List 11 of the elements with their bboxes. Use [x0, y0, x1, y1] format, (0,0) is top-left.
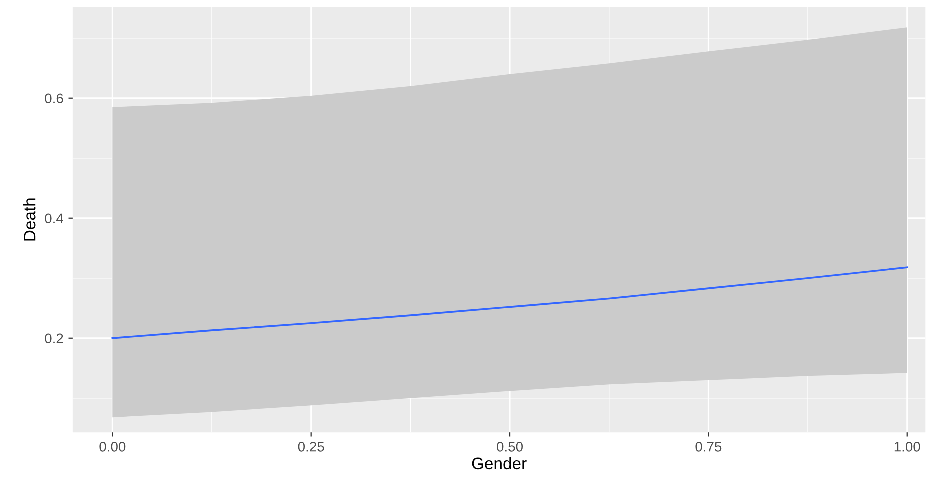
y-tick-label: 0.4 [45, 214, 64, 224]
x-tick-label: 0.25 [298, 442, 324, 452]
x-tick-label: 0.00 [100, 442, 126, 452]
x-tick-label: 1.00 [894, 442, 920, 452]
line-series [112, 266, 908, 340]
y-tick-label: 0.2 [45, 334, 64, 344]
y-tick-label: 0.6 [45, 94, 64, 104]
y-axis-title: Death [24, 198, 36, 241]
x-tick-label: 0.75 [696, 442, 722, 452]
x-tick-label: 0.50 [497, 442, 523, 452]
x-axis-title: Gender [472, 457, 527, 470]
